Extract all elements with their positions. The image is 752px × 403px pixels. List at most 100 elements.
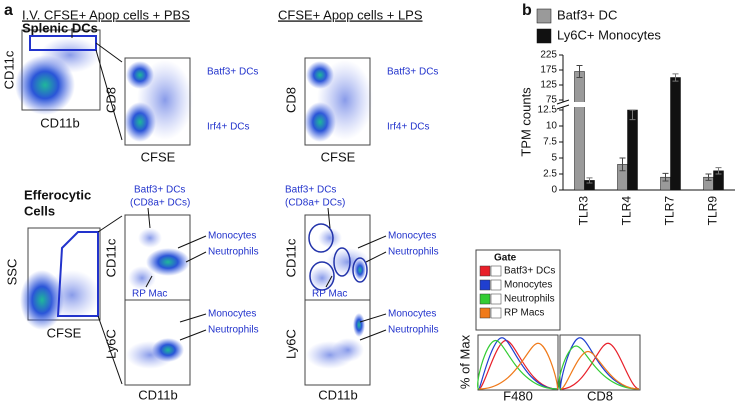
- column-title: I.V. CFSE+ Apop cells + PBS: [22, 7, 190, 22]
- arrow: [359, 329, 387, 341]
- density: [318, 228, 342, 248]
- y-tick-label: 175: [540, 65, 557, 76]
- legend-swatch: [479, 265, 491, 277]
- gate: [308, 223, 334, 253]
- gate: [56, 231, 99, 317]
- population-label: Batf3+ DCs: [134, 185, 185, 196]
- legend-swatch-outline: [490, 279, 502, 291]
- density: [146, 248, 190, 276]
- population-label: (CD8a+ DCs): [285, 198, 345, 209]
- arrow: [327, 207, 331, 229]
- y-tick-label: 75: [546, 95, 558, 106]
- arrow: [95, 42, 123, 63]
- gate-label: Splenic DCs: [22, 20, 98, 35]
- population-label: Neutrophils: [208, 247, 259, 258]
- y-axis-label: Ly6C: [103, 329, 118, 359]
- error-bar: [619, 157, 626, 172]
- flow-column: CD8 CFSE Batf3+ DCs Irf4+ DCs CD11c Batf3+ DC…: [283, 57, 439, 402]
- density: [308, 266, 336, 290]
- error-bar: [705, 173, 712, 181]
- bar-chart: TPM counts 0 2.5 5 7.5 10 12.575 125 175 225 TLR3…: [518, 7, 735, 225]
- error-bar: [576, 65, 583, 78]
- y-axis-label: Ly6C: [283, 329, 298, 359]
- y-axis-label: CD11c: [103, 238, 118, 277]
- population-label: Monocytes: [388, 231, 436, 242]
- y-tick-label: 10: [546, 121, 558, 132]
- arrow: [177, 235, 207, 249]
- bar: [627, 109, 638, 191]
- y-axis-label: CD8: [283, 87, 298, 113]
- splenic-plot: Splenic DCs CD11c CD11b: [1, 20, 123, 141]
- legend-label: Batf3+ DCs: [504, 266, 555, 277]
- population-label: Monocytes: [208, 231, 256, 242]
- legend-title: Gate: [494, 253, 517, 264]
- histogram-curve: [478, 337, 558, 390]
- y-tick-label: 2.5: [543, 169, 557, 180]
- histogram-curves: [477, 337, 640, 390]
- error-bar: [672, 73, 679, 82]
- population-label: Batf3+ DCs: [285, 185, 336, 196]
- y-tick-label: 7.5: [543, 137, 557, 148]
- y-tick-label: 12.5: [538, 105, 558, 116]
- legend: Batf3+ DCs Monocytes Neutrophils RP Macs: [479, 265, 555, 319]
- density: [332, 338, 364, 362]
- arrow: [145, 275, 153, 288]
- population-label: Batf3+ DCs: [207, 67, 258, 78]
- x-tick-label: TLR4: [620, 196, 634, 226]
- density: [354, 260, 366, 280]
- x-axis-label: CFSE: [47, 325, 82, 340]
- histogram-curve: [558, 345, 640, 390]
- y-tick-label: 5: [551, 153, 557, 164]
- x-axis-label: CD11b: [138, 387, 178, 402]
- x-axis-label: CD11b: [40, 115, 80, 130]
- y-tick-label: 125: [540, 80, 557, 91]
- population-label: RP Mac: [312, 289, 347, 300]
- y-axis-label: CD11c: [1, 50, 16, 89]
- error-bar: [662, 172, 669, 182]
- y-axis-label: SSC: [4, 259, 19, 286]
- legend-swatch: [479, 307, 491, 319]
- population-label: Batf3+ DCs: [387, 67, 438, 78]
- population-label: (CD8a+ DCs): [130, 198, 190, 209]
- column-title: CFSE+ Apop cells + LPS: [278, 7, 423, 22]
- x-tick-label: TLR9: [706, 196, 720, 226]
- flow-columns: CD8 CFSE Batf3+ DCs Irf4+ DCs CD11c Batf3+ DC…: [103, 57, 439, 402]
- density: [137, 60, 193, 140]
- density: [40, 37, 100, 73]
- panel-label: b: [522, 2, 532, 19]
- legend-label: Monocytes: [504, 280, 552, 291]
- density: [44, 270, 100, 320]
- arrow: [365, 251, 387, 263]
- population-label: Neutrophils: [388, 247, 439, 258]
- population-label: Neutrophils: [208, 325, 259, 336]
- x-axis-label: CFSE: [321, 149, 356, 164]
- legend-swatch: [479, 293, 491, 305]
- plot-title: Cells: [24, 203, 55, 218]
- y-tick-label: 225: [540, 50, 557, 61]
- histogram-panel: Gate Batf3+ DCs Monocytes Neutrophils RP Ma…: [457, 249, 641, 403]
- legend-label: Neutrophils: [504, 294, 555, 305]
- legend-swatch: [536, 8, 552, 24]
- plot-title: Efferocytic: [24, 187, 91, 202]
- error-bar: [586, 177, 593, 184]
- error-bar: [629, 109, 636, 121]
- arrow: [95, 49, 123, 141]
- histogram-curve: [477, 339, 558, 390]
- x-axis-label: CD11b: [318, 387, 358, 402]
- plot-frame: [477, 334, 559, 391]
- arrow: [357, 235, 387, 249]
- x-axis-label: CFSE: [141, 149, 176, 164]
- arrow: [97, 215, 123, 233]
- density: [128, 266, 156, 290]
- x-tick-label: TLR3: [577, 196, 591, 226]
- legend-label: Ly6C+ Monocytes: [557, 27, 661, 42]
- legend-label: RP Macs: [504, 308, 544, 319]
- arrow: [325, 275, 333, 288]
- population-label: Neutrophils: [388, 325, 439, 336]
- population-label: Monocytes: [208, 309, 256, 320]
- y-axis-label: TPM counts: [518, 87, 533, 157]
- axis-break: [555, 102, 605, 107]
- arrow: [97, 315, 123, 385]
- x-axis-label: F480: [503, 388, 533, 403]
- population-label: Irf4+ DCs: [207, 122, 250, 133]
